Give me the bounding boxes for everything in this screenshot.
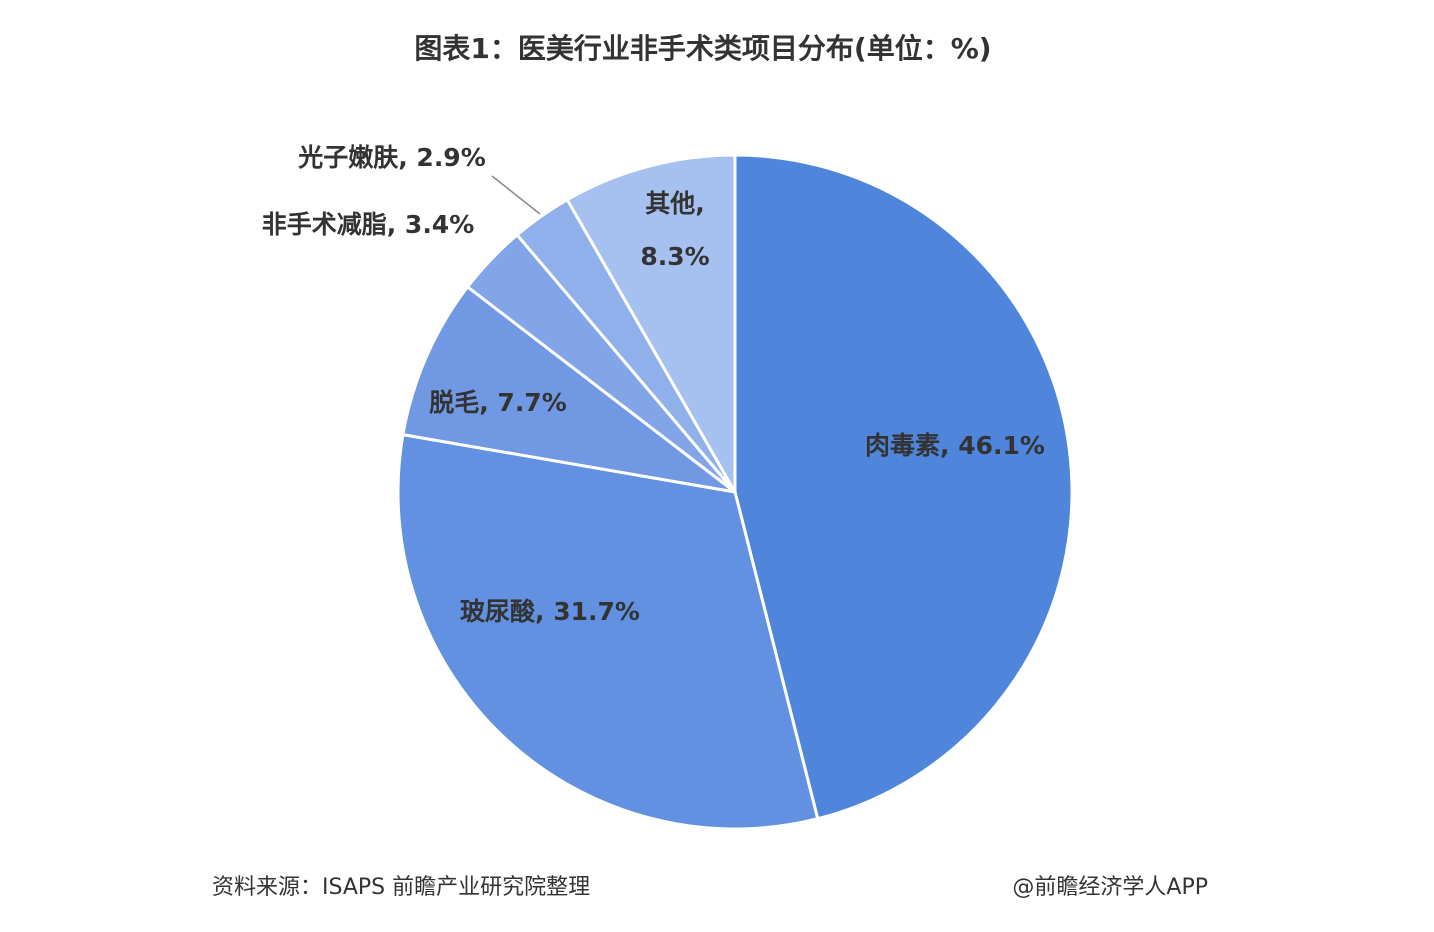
data-label: 其他, [645, 189, 705, 218]
data-label: 光子嫩肤, 2.9% [297, 143, 486, 172]
chart-title: 图表1：医美行业非手术类项目分布(单位：%) [414, 32, 991, 65]
pie-slice [565, 153, 737, 498]
pie-slice [401, 284, 736, 494]
data-label: 8.3% [640, 242, 709, 271]
data-label: 玻尿酸, 31.7% [460, 597, 640, 626]
pie-slice [733, 153, 1074, 821]
pie-slice [396, 432, 820, 831]
data-label: 脱毛, 7.7% [429, 388, 567, 417]
data-label: 肉毒素, 46.1% [865, 431, 1045, 460]
source: 资料来源：ISAPS 前瞻产业研究院整理 [212, 875, 590, 900]
data-label: 非手术减脂, 3.4% [262, 210, 475, 239]
leader-line [491, 175, 541, 215]
credit: @前瞻经济学人APP [1012, 875, 1208, 900]
